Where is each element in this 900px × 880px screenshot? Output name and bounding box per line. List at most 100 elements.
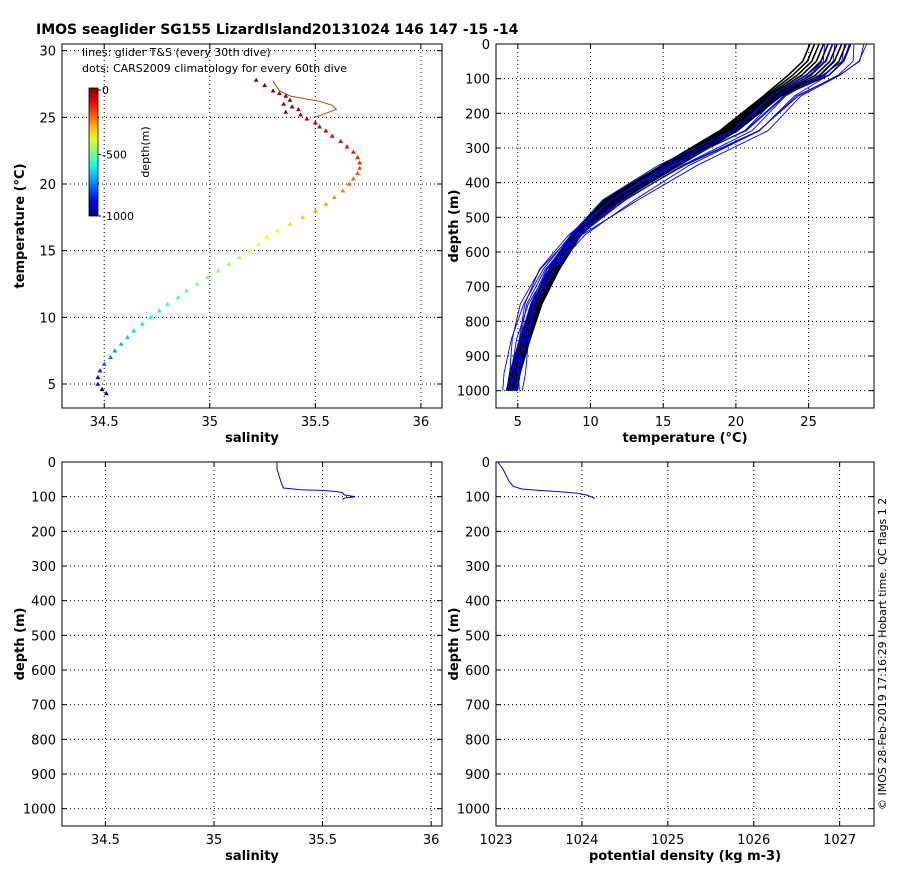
y-tick-label: 100 bbox=[465, 73, 490, 88]
y-tick-label: 100 bbox=[465, 491, 490, 506]
climatology-dot bbox=[139, 321, 145, 326]
timestamp-side-text: © IMOS 28-Feb-2019 17:16:29 Hobart time.… bbox=[876, 498, 889, 810]
x-tick-label: 1023 bbox=[479, 833, 512, 848]
climatology-dot bbox=[323, 201, 329, 206]
x-tick-label: 20 bbox=[728, 415, 745, 430]
y-tick-label: 700 bbox=[31, 699, 56, 714]
y-tick-label: 600 bbox=[465, 246, 490, 261]
glider-profile-line bbox=[514, 43, 843, 391]
y-tick-label: 700 bbox=[465, 699, 490, 714]
x-axis-label: salinity bbox=[225, 849, 279, 864]
y-tick-label: 0 bbox=[482, 456, 490, 471]
x-axis-label: temperature (°C) bbox=[622, 431, 747, 446]
x-axis-label: salinity bbox=[225, 431, 279, 446]
y-tick-label: 400 bbox=[465, 595, 490, 610]
climatology-dot bbox=[108, 354, 113, 360]
density-profile-panel: 1023 1024 1025 1026 1027 0 100 200 300 400 500 600 7… bbox=[447, 456, 875, 864]
colorbar-tick-label: -500 bbox=[102, 149, 127, 162]
y-tick-label: 300 bbox=[31, 560, 56, 575]
climatology-dot bbox=[131, 328, 137, 333]
climatology-dot bbox=[247, 248, 253, 253]
x-tick-label: 35.5 bbox=[308, 833, 337, 848]
x-tick-label: 5 bbox=[514, 415, 522, 430]
y-tick-label: 20 bbox=[39, 178, 56, 193]
climatology-dot bbox=[175, 294, 181, 300]
climatology-dot bbox=[226, 261, 232, 266]
temperature-profile-panel: 5 10 15 20 25 0 100 200 300 400 500 600 700 800 900 100… bbox=[447, 38, 875, 446]
y-tick-label: 600 bbox=[31, 664, 56, 679]
climatology-profile-line bbox=[513, 43, 850, 391]
climatology-profile-line bbox=[512, 43, 855, 391]
x-tick-label: 34.5 bbox=[91, 833, 120, 848]
y-tick-label: 200 bbox=[31, 525, 56, 540]
climatology-dot bbox=[304, 116, 310, 121]
ts-diagram-panel: 34.5 35 35.5 36 5 10 15 20 25 30 salinity temperatu… bbox=[13, 43, 443, 446]
y-tick-label: 100 bbox=[31, 491, 56, 506]
y-tick-label: 30 bbox=[39, 45, 56, 60]
y-tick-label: 900 bbox=[465, 350, 490, 365]
x-tick-label: 35.5 bbox=[301, 415, 330, 430]
plot-frame bbox=[61, 461, 443, 827]
glider-profile-line bbox=[509, 43, 825, 391]
climatology-dot bbox=[281, 101, 287, 106]
climatology-dot bbox=[357, 165, 363, 170]
climatology-dot bbox=[346, 181, 352, 186]
climatology-dot bbox=[253, 77, 259, 82]
y-tick-label: 5 bbox=[48, 378, 56, 393]
climatology-dot bbox=[101, 361, 107, 366]
climatology-dot bbox=[236, 254, 242, 260]
climatology-dot bbox=[283, 93, 289, 98]
climatology-dot bbox=[300, 214, 306, 220]
glider-profile-line bbox=[511, 43, 834, 391]
climatology-dot bbox=[165, 301, 170, 306]
y-tick-label: 200 bbox=[465, 525, 490, 540]
x-tick-label: 35 bbox=[202, 415, 219, 430]
y-tick-label: 1000 bbox=[457, 385, 490, 400]
y-tick-label: 0 bbox=[48, 456, 56, 471]
salinity-profile-panel: 34.5 35 35.5 36 0 100 200 300 400 500 600 700 800 900… bbox=[13, 456, 443, 864]
y-axis-label: depth (m) bbox=[447, 190, 462, 263]
climatology-dot bbox=[287, 221, 293, 226]
climatology-dot bbox=[355, 154, 360, 160]
y-tick-label: 10 bbox=[39, 311, 56, 326]
x-tick-label: 15 bbox=[655, 415, 672, 430]
x-tick-label: 25 bbox=[800, 415, 817, 430]
climatology-profile-line bbox=[521, 43, 868, 391]
climatology-dot bbox=[194, 281, 200, 286]
colorbar-tick-label: 0 bbox=[102, 84, 109, 97]
climatology-dot bbox=[215, 268, 221, 273]
climatology-dot bbox=[323, 128, 329, 133]
y-tick-label: 300 bbox=[465, 142, 490, 157]
x-tick-label: 35 bbox=[206, 833, 223, 848]
y-tick-label: 0 bbox=[482, 38, 490, 53]
climatology-dot bbox=[340, 188, 346, 193]
climatology-dot bbox=[99, 386, 105, 392]
x-tick-label: 1026 bbox=[737, 833, 770, 848]
climatology-dot bbox=[357, 160, 363, 165]
y-tick-label: 400 bbox=[465, 177, 490, 192]
y-tick-label: 800 bbox=[465, 315, 490, 330]
legend-note-dots: dots: CARS2009 climatology for every 60t… bbox=[82, 62, 347, 75]
y-tick-label: 400 bbox=[31, 595, 56, 610]
y-tick-label: 25 bbox=[39, 111, 56, 126]
y-tick-label: 700 bbox=[465, 281, 490, 296]
plot-frame bbox=[495, 461, 875, 827]
x-tick-label: 10 bbox=[582, 415, 599, 430]
climatology-dot bbox=[298, 112, 303, 117]
climatology-dot bbox=[274, 228, 280, 233]
glider-profile-line bbox=[507, 43, 816, 391]
climatology-dot bbox=[312, 208, 318, 213]
climatology-dot bbox=[95, 374, 101, 380]
x-tick-label: 36 bbox=[423, 833, 440, 848]
climatology-dot bbox=[255, 241, 261, 246]
climatology-dot bbox=[277, 90, 282, 96]
x-tick-label: 1025 bbox=[651, 833, 684, 848]
climatology-dot bbox=[287, 97, 293, 102]
climatology-dot bbox=[125, 334, 130, 340]
y-tick-label: 900 bbox=[465, 768, 490, 783]
climatology-dot bbox=[344, 144, 350, 149]
climatology-dot bbox=[289, 104, 295, 109]
climatology-dot bbox=[103, 390, 109, 396]
climatology-dot bbox=[112, 348, 118, 353]
